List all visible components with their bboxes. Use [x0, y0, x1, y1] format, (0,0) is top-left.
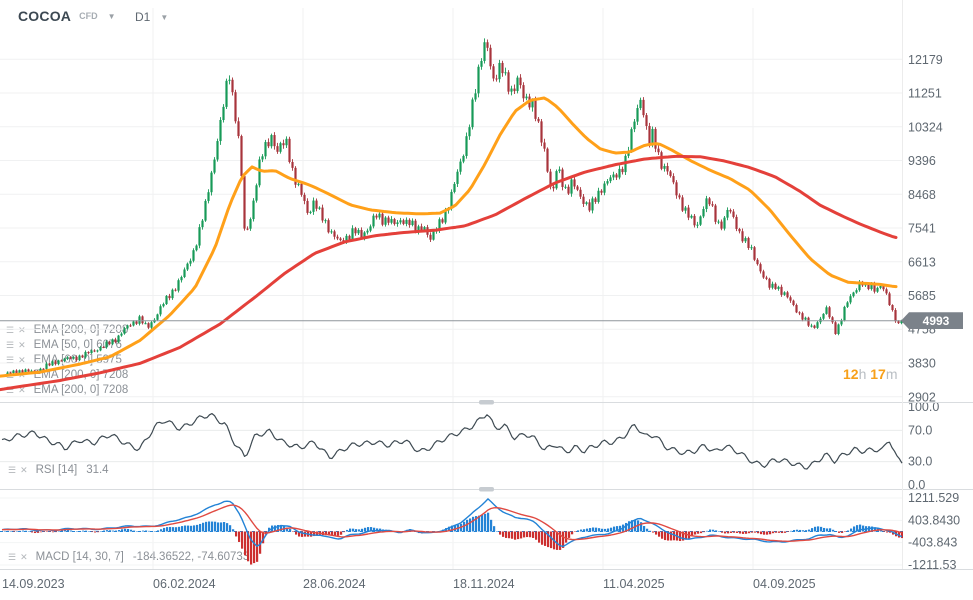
x-axis-date-label: 14.09.2023: [2, 577, 65, 591]
x-axis-date-label: 06.02.2024: [153, 577, 216, 591]
last-price-value: 4993: [922, 313, 950, 328]
rsi-legend-label: RSI [14]: [35, 464, 78, 476]
svg-text:70.0: 70.0: [908, 423, 932, 437]
indicator-close-icon[interactable]: ✕: [18, 384, 26, 395]
svg-text:2902: 2902: [908, 390, 936, 404]
svg-text:10324: 10324: [908, 120, 943, 134]
svg-text:30.0: 30.0: [908, 455, 932, 469]
svg-text:0.0: 0.0: [908, 478, 925, 492]
x-axis-date-label: 11.04.2025: [603, 577, 665, 591]
timeframe-label: D1: [135, 10, 151, 24]
svg-text:11251: 11251: [908, 87, 942, 101]
svg-text:7541: 7541: [908, 222, 936, 236]
rsi-legend: ☰ ✕ RSI [14] 31.4: [8, 464, 109, 476]
svg-text:9396: 9396: [908, 154, 936, 168]
x-axis-date-label: 18.11.2024: [453, 577, 515, 591]
symbol-selector[interactable]: COCOA CFD ▼: [18, 8, 116, 24]
last-price-tag: 4993: [901, 312, 963, 330]
svg-text:8468: 8468: [908, 188, 936, 202]
indicator-settings-icon[interactable]: ☰: [8, 552, 17, 562]
indicator-close-icon[interactable]: ✕: [20, 552, 28, 562]
candle-countdown: 12h 17m: [843, 366, 898, 382]
svg-text:1211.529: 1211.529: [908, 491, 959, 505]
svg-text:12179: 12179: [908, 53, 943, 67]
macd-legend: ☰ ✕ MACD [14, 30, 7] -184.36522, -74.607…: [8, 551, 249, 563]
indicator-settings-icon[interactable]: ☰: [8, 465, 17, 475]
rsi-legend-value: 31.4: [86, 464, 109, 476]
macd-legend-value: -184.36522, -74.60733: [132, 551, 250, 563]
symbol-name: COCOA: [18, 8, 72, 24]
x-axis-date-label: 04.09.2025: [753, 577, 816, 591]
timeframe-selector[interactable]: D1 ▼: [135, 10, 168, 24]
countdown-hours: 12: [843, 366, 859, 382]
indicator-settings-icon[interactable]: ☰: [6, 354, 15, 365]
ema-legend-label: EMA [200, 0] 7208: [33, 383, 129, 396]
svg-text:-403.843: -403.843: [908, 536, 957, 550]
countdown-hours-unit: h: [858, 366, 867, 382]
indicator-close-icon[interactable]: ✕: [18, 354, 26, 365]
svg-text:403.8430: 403.8430: [908, 513, 960, 527]
macd-legend-label: MACD [14, 30, 7]: [35, 551, 124, 563]
svg-text:100.0: 100.0: [908, 400, 939, 414]
indicator-close-icon[interactable]: ✕: [18, 339, 26, 350]
chevron-down-icon: ▼: [107, 11, 116, 21]
svg-text:5685: 5685: [908, 289, 936, 303]
svg-text:-1211.53: -1211.53: [908, 558, 956, 572]
instrument-type-badge: CFD: [79, 11, 98, 21]
chevron-down-icon: ▼: [160, 12, 169, 22]
indicator-settings-icon[interactable]: ☰: [6, 339, 15, 350]
countdown-minutes: 17: [870, 366, 886, 382]
x-axis-date-label: 28.06.2024: [303, 577, 366, 591]
indicator-close-icon[interactable]: ✕: [20, 465, 28, 475]
svg-text:3830: 3830: [908, 357, 936, 371]
svg-text:6613: 6613: [908, 255, 936, 269]
countdown-minutes-unit: m: [885, 366, 898, 382]
